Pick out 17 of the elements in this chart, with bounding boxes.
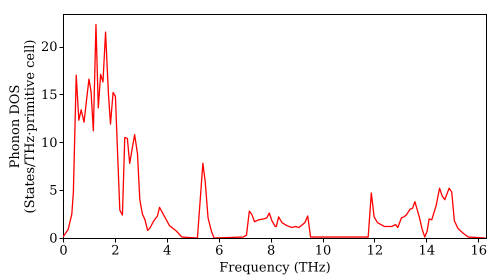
y-axis-title: Phonon DOS (States/THz·primitive cell) (8, 39, 38, 214)
x-tick-label: 14 (418, 244, 436, 258)
y-tick-label: 15 (40, 88, 58, 103)
y-tick-label: 5 (49, 184, 58, 199)
x-axis-title: Frequency (THz) (219, 260, 331, 276)
y-tick-label: 10 (40, 136, 58, 151)
y-tick-label: 0 (49, 232, 58, 246)
x-tick-label: 12 (366, 244, 384, 258)
x-tick-label: 16 (470, 244, 487, 258)
x-tick-label: 0 (59, 244, 68, 258)
x-tick-label: 10 (314, 244, 332, 258)
x-tick-label: 6 (215, 244, 224, 258)
line-series (63, 24, 486, 238)
x-tick-label: 2 (111, 244, 120, 258)
x-tick-label: 4 (163, 244, 172, 258)
y-tick-label: 20 (40, 40, 58, 56)
x-tick-label: 8 (266, 244, 276, 258)
